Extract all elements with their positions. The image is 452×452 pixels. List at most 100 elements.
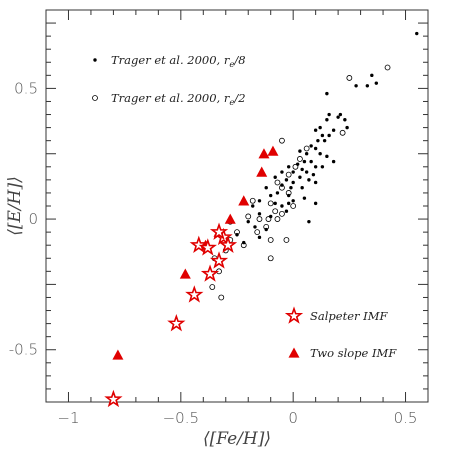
open-circle-point: [283, 237, 290, 243]
filled-dot-point: [298, 175, 302, 179]
legend-label: Trager et al. 2000, re/8: [111, 53, 246, 70]
legend-label: Trager et al. 2000, re/2: [111, 91, 246, 108]
filled-dot-point: [345, 125, 349, 130]
star-point: [218, 235, 238, 253]
filled-dot-point: [313, 128, 318, 132]
filled-dot-point: [291, 180, 295, 185]
open-circle-point: [267, 237, 274, 243]
filled-dot-point: [289, 186, 293, 190]
filled-dot-point: [286, 201, 291, 206]
open-circle-point: [292, 163, 299, 170]
filled-dot-point: [286, 193, 291, 198]
open-circle-point: [279, 210, 285, 217]
open-circle-point: [209, 284, 216, 290]
filled-dot-point: [331, 128, 336, 132]
filled-dot-point: [313, 201, 318, 206]
filled-dot-point: [291, 170, 295, 174]
open-circle-point: [274, 216, 281, 222]
legend-marker-filled-dot: [93, 58, 97, 62]
filled-dot-point: [300, 186, 304, 190]
legend-label: Salpeter IMF: [310, 309, 388, 323]
y-tick-label: -0.5: [9, 341, 38, 359]
x-tick-label: 0: [288, 409, 298, 427]
filled-dot-point: [309, 144, 313, 148]
filled-dot-point: [280, 204, 284, 208]
star-point: [198, 238, 217, 256]
filled-dot-point: [331, 159, 336, 164]
open-circle-point: [303, 145, 310, 152]
filled-dot-point: [264, 227, 268, 232]
legend-label: Two slope IMF: [310, 346, 397, 360]
filled-dot-point: [257, 212, 262, 216]
y-tick-label: 0: [28, 210, 38, 228]
triangle-point: [238, 195, 250, 206]
filled-dot-point: [280, 170, 284, 174]
filled-dot-point: [325, 91, 329, 96]
x-tick-label: −0.5: [163, 409, 199, 427]
filled-dot-point: [251, 204, 255, 208]
open-circle-point: [254, 229, 261, 236]
open-circle-point: [384, 64, 391, 71]
filled-dot-point: [309, 159, 313, 164]
filled-dot-point: [242, 240, 246, 245]
open-circle-point: [267, 255, 274, 262]
triangle-point: [267, 145, 279, 156]
filled-dot-point: [318, 125, 322, 130]
filled-dot-point: [235, 233, 239, 237]
filled-dot-point: [415, 31, 419, 36]
triangle-point: [112, 349, 124, 360]
filled-dot-point: [302, 159, 307, 164]
filled-dot-point: [311, 172, 316, 177]
legend-marker-star: [284, 306, 304, 324]
open-circle-point: [297, 156, 303, 162]
open-circle-point: [256, 216, 263, 222]
filled-dot-point: [318, 152, 322, 156]
filled-dot-point: [300, 167, 304, 172]
tick-labels: −1 −0.5 0 0.5 -0.5 0 0.5: [9, 79, 418, 427]
filled-dot-point: [246, 219, 250, 224]
filled-dot-point: [325, 154, 329, 159]
data-points: [104, 31, 419, 408]
filled-dot-point: [253, 225, 257, 229]
star-point: [167, 313, 186, 332]
open-circle-point: [267, 200, 274, 207]
y-tick-label: 0.5: [14, 79, 38, 97]
filled-dot-point: [284, 178, 289, 182]
filled-dot-point: [264, 186, 268, 190]
open-circle-point: [339, 129, 346, 136]
filled-dot-point: [316, 138, 320, 143]
open-circle-point: [285, 171, 292, 178]
filled-dot-point: [273, 201, 277, 206]
open-circle-point: [290, 203, 297, 209]
star-point: [200, 264, 220, 282]
filled-dot-point: [275, 191, 280, 195]
triangle-point: [258, 148, 270, 159]
open-circle-point: [245, 213, 252, 220]
y-axis-label: ⟨[E/H]⟩: [5, 176, 25, 236]
axis-ticks: [45, 9, 428, 402]
triangle-point: [179, 268, 191, 279]
x-axis-label: ⟨[Fe/H]⟩: [203, 429, 271, 449]
star-point: [189, 235, 208, 253]
star-point: [185, 285, 204, 303]
filled-dot-point: [336, 115, 340, 119]
filled-dot-point: [370, 73, 374, 78]
filled-dot-point: [307, 178, 311, 182]
filled-dot-point: [313, 146, 318, 151]
filled-dot-point: [304, 152, 309, 156]
x-tick-label: −1: [57, 409, 79, 427]
star-point: [209, 222, 229, 240]
open-circle-point: [249, 197, 256, 204]
open-circle-point: [346, 75, 353, 81]
filled-dot-point: [327, 112, 331, 117]
filled-dot-point: [269, 214, 273, 219]
filled-dot-point: [327, 133, 331, 138]
filled-dot-point: [365, 84, 370, 88]
filled-dot-point: [286, 165, 291, 169]
filled-dot-point: [307, 219, 311, 224]
filled-dot-point: [302, 196, 307, 200]
star-point: [209, 251, 229, 269]
filled-dot-point: [354, 84, 358, 88]
legend-marker-open-circle: [92, 95, 98, 101]
